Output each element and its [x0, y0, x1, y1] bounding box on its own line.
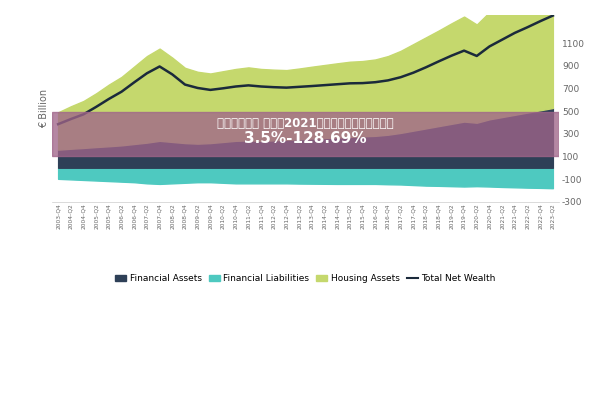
Y-axis label: € Billion: € Billion [39, 89, 49, 128]
Bar [52, 112, 559, 156]
Text: 股票配资官方 拓普集2021年第一季度预计净利增长: 股票配资官方 拓普集2021年第一季度预计净利增长 [217, 117, 394, 130]
Text: 3.5%-128.69%: 3.5%-128.69% [244, 131, 367, 146]
Legend: Financial Assets, Financial Liabilities, Housing Assets, Total Net Wealth: Financial Assets, Financial Liabilities,… [112, 270, 499, 287]
